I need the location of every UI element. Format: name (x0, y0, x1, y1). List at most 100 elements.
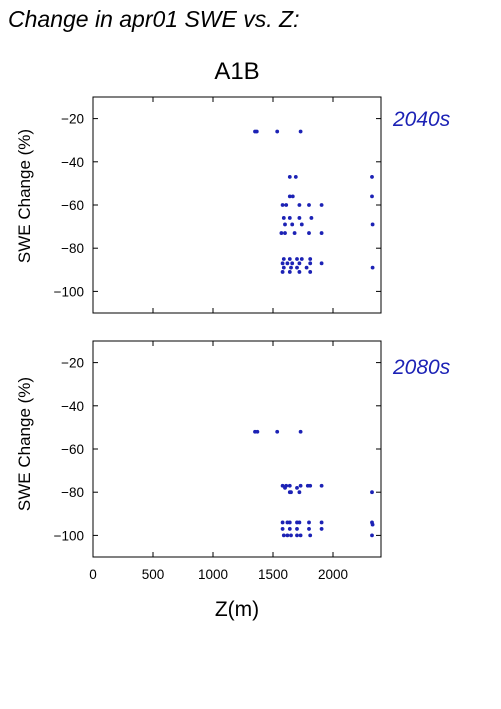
x-axis: 0 500 1000 1500 2000 (89, 341, 348, 582)
figure-title: Change in apr01 SWE vs. Z: (8, 6, 299, 32)
x-tick-label: 2000 (318, 567, 348, 582)
data-point (295, 533, 299, 538)
x-tick-label: 1500 (258, 567, 288, 582)
data-point (297, 216, 302, 220)
data-point (304, 265, 309, 270)
data-point (307, 520, 311, 525)
data-point (308, 261, 313, 266)
data-points (253, 129, 375, 274)
data-point (295, 485, 299, 490)
data-point (280, 261, 285, 266)
data-point (319, 261, 324, 266)
data-point (297, 520, 302, 525)
data-point (295, 257, 299, 261)
data-point (307, 203, 311, 207)
plot-frame (92, 340, 382, 558)
data-point (281, 265, 286, 270)
data-point (308, 533, 313, 538)
data-point (290, 222, 295, 227)
y-tick-label: −40 (61, 155, 84, 170)
data-point (297, 490, 302, 495)
data-point (293, 175, 298, 179)
scenario-title: A1B (214, 58, 259, 85)
period-label: 2040s (392, 108, 451, 131)
data-point (298, 533, 303, 538)
data-point (289, 490, 293, 495)
data-point (283, 222, 287, 227)
data-point (370, 533, 374, 538)
data-point (370, 194, 374, 199)
data-point (275, 129, 280, 134)
y-tick-label: −100 (54, 528, 84, 543)
data-point (280, 270, 285, 274)
data-point (298, 129, 303, 134)
y-tick-label: −60 (61, 442, 84, 457)
data-point (281, 216, 286, 220)
data-point (319, 203, 324, 207)
data-point (319, 527, 324, 531)
data-point (285, 533, 290, 538)
data-point (289, 265, 293, 270)
data-point (279, 231, 284, 235)
x-tick-label: 1000 (198, 567, 228, 582)
data-point (298, 429, 303, 434)
data-point (280, 520, 285, 525)
data-point (287, 483, 292, 488)
y-tick-label: −20 (61, 356, 84, 371)
data-point (287, 216, 292, 220)
data-point (281, 257, 286, 261)
y-axis-label: SWE Change (%) (15, 129, 34, 263)
data-point (285, 261, 290, 266)
data-point (287, 175, 292, 179)
data-point (299, 222, 304, 227)
data-point (370, 522, 375, 527)
data-point (319, 520, 324, 525)
data-point (290, 194, 295, 199)
y-tick-label: −60 (61, 198, 84, 213)
y-tick-label: −20 (61, 112, 84, 127)
data-point (254, 129, 259, 134)
data-point (370, 265, 375, 270)
data-point (283, 231, 287, 235)
data-point (280, 203, 285, 207)
data-point (307, 231, 311, 235)
y-tick-label: −40 (61, 399, 84, 414)
data-point (309, 216, 314, 220)
data-point (319, 483, 324, 488)
data-point (319, 231, 324, 235)
y-tick-label: −80 (61, 485, 84, 500)
data-point (289, 533, 293, 538)
y-axis: −20 −40 −60 −80 −100 (54, 356, 381, 543)
data-point (255, 429, 260, 434)
data-point (287, 270, 292, 274)
data-point (287, 520, 292, 525)
data-point (295, 265, 299, 270)
data-point (308, 483, 313, 488)
data-points (253, 429, 375, 538)
plot-frame (92, 96, 382, 314)
data-point (295, 527, 299, 531)
y-axis: −20 −40 −60 −80 −100 (54, 112, 381, 299)
data-point (308, 270, 313, 274)
data-point (297, 261, 302, 266)
data-point (281, 533, 286, 538)
data-point (290, 261, 295, 266)
data-point (284, 203, 289, 207)
y-tick-label: −80 (61, 241, 84, 256)
panel-2040s: −20 −40 −60 −80 −100 SWE Change (%) 2040s (15, 96, 451, 314)
data-point (287, 257, 292, 261)
data-point (297, 270, 302, 274)
data-point (287, 194, 292, 199)
data-point (370, 175, 374, 179)
x-tick-label: 0 (89, 567, 97, 582)
data-point (292, 231, 297, 235)
period-label: 2080s (392, 356, 451, 379)
data-point (370, 490, 374, 495)
data-point (287, 527, 292, 531)
x-axis (92, 97, 334, 313)
panel-2080s: −20 −40 −60 −80 −100 0 500 1000 1500 2000 SWE Ch… (15, 340, 451, 582)
data-point (370, 222, 375, 227)
data-point (280, 527, 285, 531)
data-point (308, 257, 313, 261)
